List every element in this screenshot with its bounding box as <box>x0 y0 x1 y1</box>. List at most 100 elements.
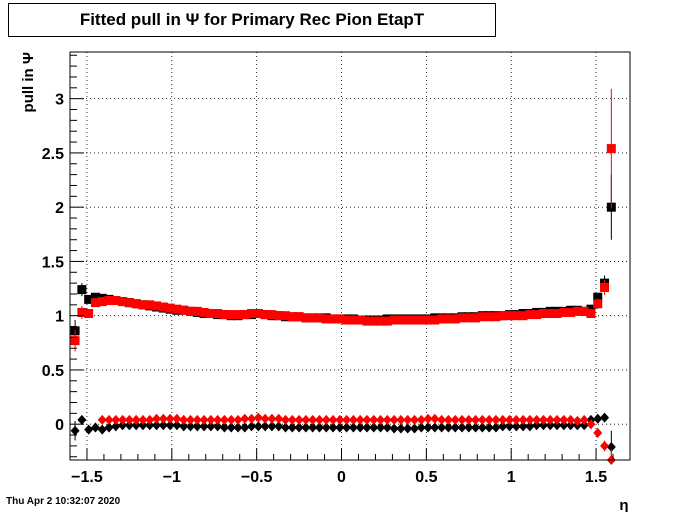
data-point-diamond <box>600 440 610 451</box>
data-point-diamond <box>457 422 467 433</box>
data-point-square <box>437 314 447 324</box>
data-point-diamond <box>437 414 447 425</box>
timestamp: Thu Apr 2 10:32:07 2020 <box>6 496 121 507</box>
data-point-diamond <box>206 414 216 425</box>
data-point-diamond <box>389 414 399 425</box>
data-point-square <box>247 309 257 319</box>
data-point-square <box>77 285 87 295</box>
data-point-square <box>538 309 548 319</box>
y-tick-label: 0 <box>55 417 64 434</box>
data-point-diamond <box>552 420 562 431</box>
data-point-square <box>593 299 603 309</box>
data-point-diamond <box>97 424 107 435</box>
data-point-diamond <box>491 422 501 433</box>
data-point-square <box>267 310 277 320</box>
data-point-square <box>471 313 481 323</box>
data-point-diamond <box>219 422 229 433</box>
data-point-diamond <box>389 423 399 434</box>
data-point-diamond <box>308 414 318 425</box>
data-point-square <box>593 292 603 302</box>
y-tick-label: 2 <box>55 200 64 217</box>
data-point-diamond <box>104 422 114 433</box>
data-point-square <box>294 312 304 322</box>
data-point-diamond <box>552 414 562 425</box>
data-point-diamond <box>179 421 189 432</box>
y-tick-label: 0.5 <box>42 363 64 380</box>
data-point-diamond <box>430 413 440 424</box>
data-point-diamond <box>131 414 141 425</box>
y-tick-label: 1 <box>55 309 64 326</box>
data-point-diamond <box>253 421 263 432</box>
data-point-diamond <box>90 422 100 433</box>
data-point-square <box>308 313 318 323</box>
data-point-diamond <box>430 422 440 433</box>
data-point-diamond <box>471 422 481 433</box>
data-point-diamond <box>294 422 304 433</box>
data-point-diamond <box>145 420 155 431</box>
data-point-diamond <box>287 422 297 433</box>
data-point-square <box>566 307 576 317</box>
data-point-square <box>158 302 168 312</box>
data-point-diamond <box>97 414 107 425</box>
data-point-diamond <box>369 414 379 425</box>
data-point-diamond <box>566 414 576 425</box>
data-point-square <box>77 307 87 317</box>
x-tick-label: −0.5 <box>241 469 273 486</box>
data-point-square <box>532 310 542 320</box>
data-point-diamond <box>355 422 365 433</box>
data-point-diamond <box>600 412 610 423</box>
data-point-diamond <box>518 421 528 432</box>
y-tick-label: 3 <box>55 92 64 109</box>
data-point-diamond <box>124 414 134 425</box>
data-point-square <box>328 314 338 324</box>
data-point-diamond <box>328 414 338 425</box>
data-point-square <box>416 315 426 325</box>
data-point-diamond <box>450 414 460 425</box>
data-point-diamond <box>396 414 406 425</box>
data-point-diamond <box>158 420 168 431</box>
data-point-diamond <box>172 420 182 431</box>
data-point-square <box>111 295 121 305</box>
data-point-diamond <box>484 414 494 425</box>
data-point-diamond <box>491 414 501 425</box>
data-point-diamond <box>124 420 134 431</box>
data-point-diamond <box>274 421 284 432</box>
data-point-square <box>464 313 474 323</box>
data-point-diamond <box>172 413 182 424</box>
data-point-diamond <box>532 420 542 431</box>
data-point-diamond <box>376 422 386 433</box>
data-point-square <box>348 315 358 325</box>
data-point-diamond <box>579 414 589 425</box>
data-point-square <box>84 309 94 319</box>
x-tick-label: 1.5 <box>585 469 607 486</box>
data-point-square <box>600 282 610 292</box>
data-point-diamond <box>443 414 453 425</box>
data-point-square <box>335 314 345 324</box>
data-point-diamond <box>185 421 195 432</box>
data-point-square <box>240 310 250 320</box>
data-point-diamond <box>199 414 209 425</box>
data-point-square <box>118 297 128 307</box>
data-point-diamond <box>457 414 467 425</box>
series-2 <box>70 88 616 352</box>
series-4 <box>97 412 616 465</box>
data-point-square <box>396 315 406 325</box>
data-point-square <box>281 311 291 321</box>
data-point-diamond <box>328 422 338 433</box>
data-point-square <box>355 315 365 325</box>
data-point-square <box>545 309 555 319</box>
data-point-square <box>389 315 399 325</box>
data-point-square <box>84 294 94 304</box>
data-point-square <box>518 311 528 321</box>
data-point-diamond <box>145 414 155 425</box>
data-point-diamond <box>525 414 535 425</box>
data-point-diamond <box>362 414 372 425</box>
data-point-square <box>90 292 100 302</box>
data-point-diamond <box>538 414 548 425</box>
data-markers <box>70 88 616 465</box>
y-tick-label: 2.5 <box>42 146 64 163</box>
data-point-diamond <box>362 422 372 433</box>
data-point-square <box>457 313 467 323</box>
data-point-diamond <box>545 414 555 425</box>
plot-frame <box>69 51 631 461</box>
